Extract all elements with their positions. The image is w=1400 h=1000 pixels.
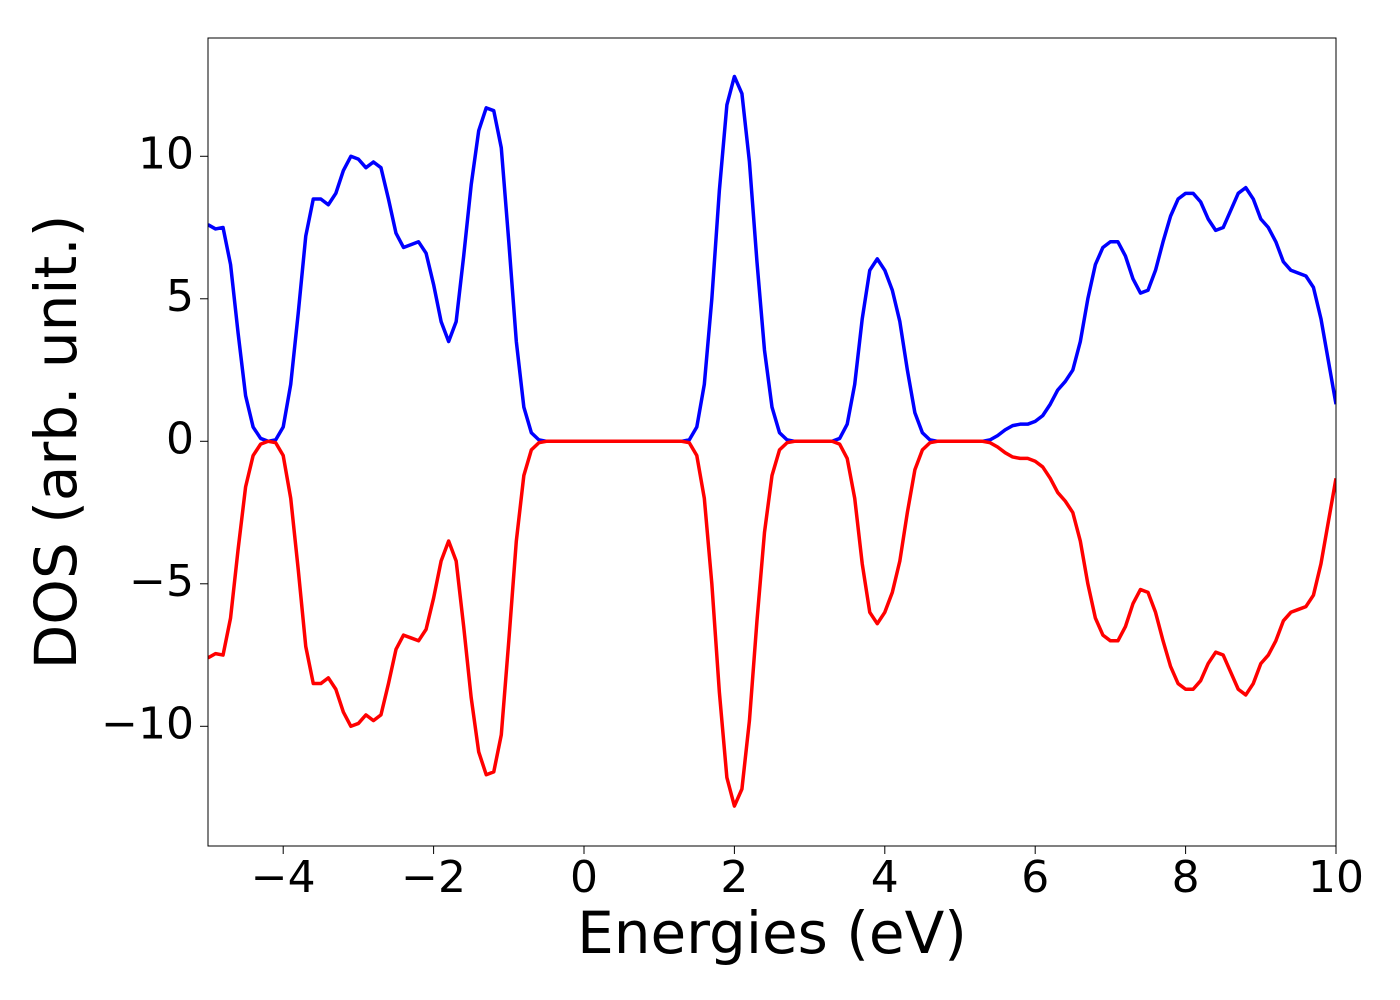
x-tick-label: −4	[251, 852, 316, 903]
y-tick-label: 5	[166, 271, 194, 322]
x-tick-label: 10	[1308, 852, 1364, 903]
x-tick-label: 6	[1021, 852, 1049, 903]
data-line	[208, 439, 1336, 808]
x-tick-label: 4	[871, 852, 899, 903]
y-tick-label: −5	[129, 556, 194, 607]
x-tick-label: 8	[1172, 852, 1200, 903]
y-tick-label: −10	[101, 698, 194, 749]
data-line	[208, 74, 1336, 444]
x-tick-label: 0	[570, 852, 598, 903]
y-tick-label: 0	[166, 413, 194, 464]
y-tick-label: 10	[138, 128, 194, 179]
y-axis-label: DOS (arb. unit.)	[22, 215, 90, 670]
x-axis-label: Energies (eV)	[577, 899, 967, 967]
plot-frame	[207, 37, 1337, 847]
x-tick-label: −2	[401, 852, 466, 903]
x-tick-label: 2	[720, 852, 748, 903]
